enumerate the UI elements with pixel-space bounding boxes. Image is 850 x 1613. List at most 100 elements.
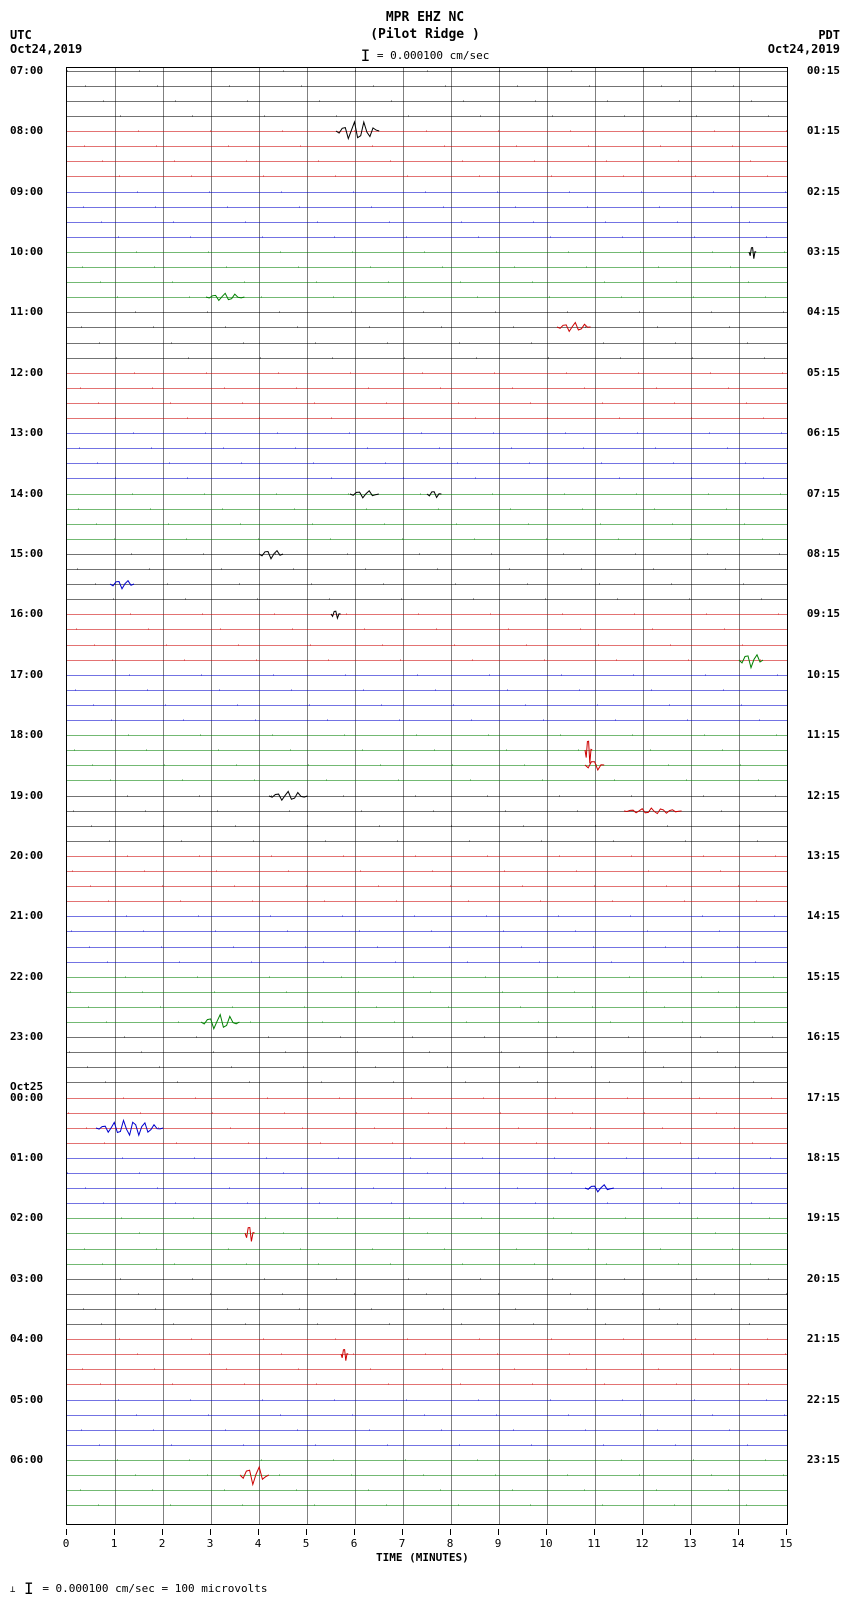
noise-tick xyxy=(695,175,696,177)
noise-tick xyxy=(764,357,765,359)
noise-tick xyxy=(189,296,190,298)
scale-text: = 0.000100 cm/sec xyxy=(377,49,490,62)
noise-tick xyxy=(334,1399,335,1401)
noise-tick xyxy=(301,85,302,87)
noise-tick xyxy=(614,779,615,781)
noise-tick xyxy=(715,1172,716,1174)
noise-tick xyxy=(447,1066,448,1068)
noise-tick xyxy=(146,749,147,751)
noise-tick xyxy=(405,296,406,298)
noise-tick xyxy=(234,885,235,887)
noise-tick xyxy=(495,1474,496,1476)
noise-tick xyxy=(305,946,306,948)
noise-tick xyxy=(230,1127,231,1129)
noise-tick xyxy=(149,568,150,570)
noise-tick xyxy=(229,85,230,87)
noise-tick xyxy=(352,1414,353,1416)
noise-tick xyxy=(619,477,620,479)
right-hour-label: 08:15 xyxy=(807,547,840,560)
noise-tick xyxy=(731,1308,732,1310)
noise-tick xyxy=(661,85,662,87)
noise-tick xyxy=(84,1248,85,1250)
noise-tick xyxy=(111,719,112,721)
noise-tick xyxy=(660,145,661,147)
noise-tick xyxy=(68,1112,69,1114)
noise-tick xyxy=(461,1323,462,1325)
noise-tick xyxy=(253,840,254,842)
trace-line xyxy=(67,750,787,751)
noise-tick xyxy=(606,1263,607,1265)
noise-tick xyxy=(540,900,541,902)
left-hour-label: 09:00 xyxy=(10,185,43,198)
noise-tick xyxy=(338,1157,339,1159)
left-hour-label: 10:00 xyxy=(10,245,43,258)
trace-line xyxy=(67,947,787,948)
noise-tick xyxy=(477,296,478,298)
noise-tick xyxy=(706,613,707,615)
noise-tick xyxy=(538,1021,539,1023)
noise-tick xyxy=(222,508,223,510)
right-hour-label: 22:15 xyxy=(807,1393,840,1406)
trace-line xyxy=(67,116,787,117)
trace-line xyxy=(67,1384,787,1385)
noise-tick xyxy=(102,1263,103,1265)
noise-tick xyxy=(504,870,505,872)
trace-line xyxy=(67,554,787,555)
noise-tick xyxy=(225,1429,226,1431)
noise-tick xyxy=(735,1066,736,1068)
noise-tick xyxy=(110,779,111,781)
noise-tick xyxy=(754,1021,755,1023)
noise-tick xyxy=(587,206,588,208)
noise-tick xyxy=(679,1202,680,1204)
noise-tick xyxy=(212,1112,213,1114)
noise-tick xyxy=(109,840,110,842)
noise-tick xyxy=(185,598,186,600)
noise-tick xyxy=(726,508,727,510)
noise-tick xyxy=(435,689,436,691)
noise-tick xyxy=(499,1172,500,1174)
noise-tick xyxy=(418,613,419,615)
noise-tick xyxy=(372,1248,373,1250)
noise-tick xyxy=(755,961,756,963)
noise-tick xyxy=(227,206,228,208)
noise-tick xyxy=(272,734,273,736)
noise-tick xyxy=(126,915,127,917)
noise-tick xyxy=(353,1353,354,1355)
noise-tick xyxy=(747,1444,748,1446)
noise-tick xyxy=(709,432,710,434)
noise-tick xyxy=(497,191,498,193)
noise-tick xyxy=(215,930,216,932)
noise-tick xyxy=(140,1112,141,1114)
trace-line xyxy=(67,916,787,917)
noise-tick xyxy=(619,417,620,419)
noise-tick xyxy=(637,432,638,434)
noise-tick xyxy=(532,281,533,283)
left-hour-label: 03:00 xyxy=(10,1272,43,1285)
x-tick-label: 12 xyxy=(635,1537,648,1550)
noise-tick xyxy=(141,1051,142,1053)
trace-line xyxy=(67,1505,787,1506)
noise-tick xyxy=(351,311,352,313)
noise-tick xyxy=(127,855,128,857)
noise-tick xyxy=(641,1353,642,1355)
noise-tick xyxy=(408,1278,409,1280)
noise-tick xyxy=(297,326,298,328)
noise-tick xyxy=(297,1429,298,1431)
noise-tick xyxy=(446,1127,447,1129)
noise-tick xyxy=(499,1232,500,1234)
noise-tick xyxy=(477,1459,478,1461)
noise-tick xyxy=(179,961,180,963)
noise-tick xyxy=(316,281,317,283)
noise-tick xyxy=(281,191,282,193)
noise-tick xyxy=(393,1081,394,1083)
noise-tick xyxy=(589,85,590,87)
noise-tick xyxy=(604,1383,605,1385)
seismic-event xyxy=(336,120,379,142)
noise-tick xyxy=(401,598,402,600)
noise-tick xyxy=(723,689,724,691)
trace-line xyxy=(67,463,787,464)
noise-tick xyxy=(407,175,408,177)
trace-line xyxy=(67,1067,787,1068)
noise-tick xyxy=(171,342,172,344)
noise-tick xyxy=(317,1323,318,1325)
